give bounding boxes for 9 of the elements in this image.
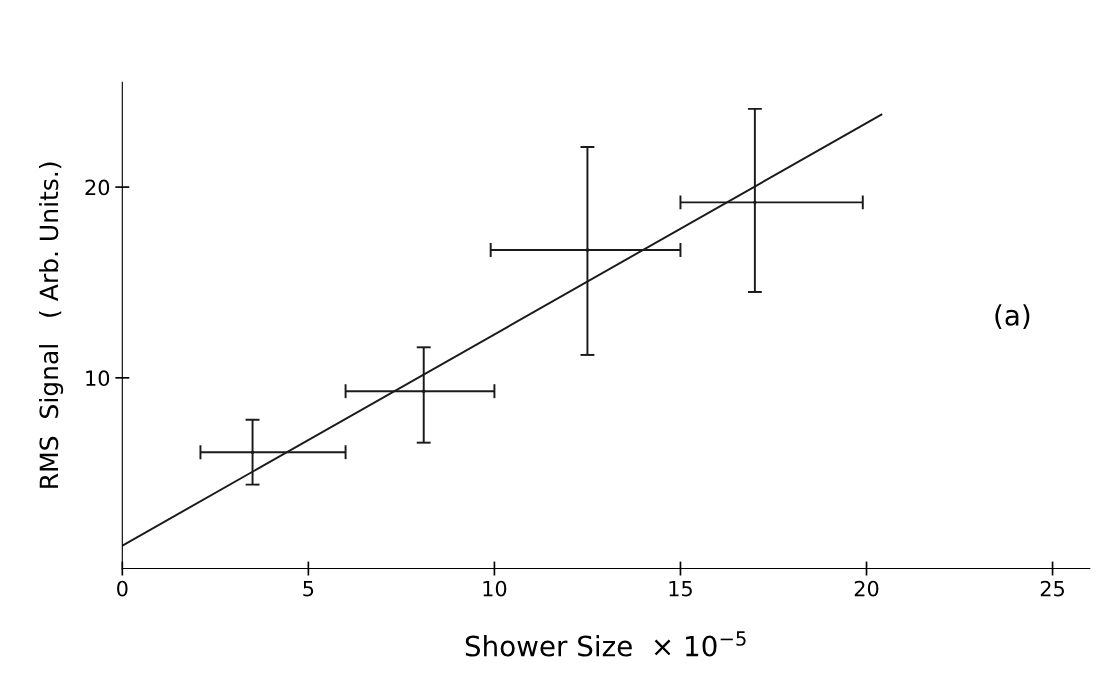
x-tick-label: 0	[117, 580, 128, 597]
x-tick-label: 20	[854, 580, 879, 597]
annotation: (a)	[995, 304, 1030, 330]
x-tick-label: 5	[303, 581, 314, 597]
y-axis-title: RMS Signal ( Arb. Units.)	[38, 162, 64, 488]
x-tick-label: 10	[483, 580, 507, 597]
x-axis-title: Shower Size × 10$^{−5}$	[465, 631, 746, 657]
x-tick-label: 25	[1040, 580, 1064, 597]
x-tick-label: 15	[669, 581, 692, 597]
